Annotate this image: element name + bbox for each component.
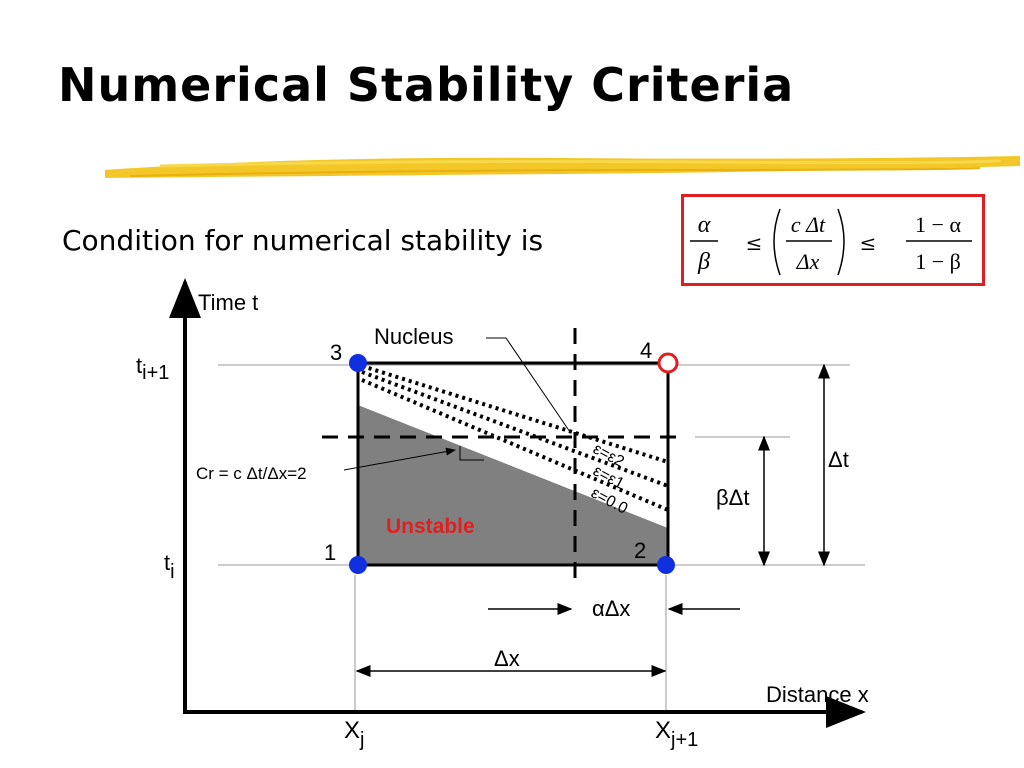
x-axis-label: Distance x: [766, 682, 869, 707]
x-j1-label: Xj+1: [655, 717, 698, 751]
eq-leq-1: ≤: [746, 231, 763, 255]
node-2-label: 2: [634, 538, 646, 563]
node-1-label: 1: [324, 540, 336, 565]
alpha-dx-label: αΔx: [592, 596, 630, 621]
stability-equation-box: α β ≤ c Δt Δx ≤ 1 − α 1 − β: [681, 194, 985, 286]
unstable-region: [358, 405, 668, 565]
courant-slope-mark: [459, 446, 484, 461]
node-4-label: 4: [640, 338, 652, 363]
stability-equation: α β ≤ c Δt Δx ≤ 1 − α 1 − β: [690, 208, 972, 276]
courant-label: Cr = c Δt/Δx=2: [196, 464, 307, 483]
epsilon2-line: [361, 364, 669, 464]
unstable-label: Unstable: [386, 515, 475, 538]
node-1-marker: [349, 556, 367, 574]
eq-leq-2: ≤: [860, 231, 877, 255]
epsilon1-line: [361, 370, 669, 488]
t-i-label: ti: [164, 550, 175, 583]
node-3-label: 3: [330, 340, 342, 365]
node-4-marker: [657, 352, 679, 374]
eq-one-minus-alpha: 1 − α: [915, 212, 961, 237]
eq-left-paren: [773, 208, 781, 276]
grid-cell-rectangle: [356, 361, 670, 567]
eq-alpha: α: [698, 212, 711, 238]
eq-c-dt: c Δt: [791, 212, 826, 237]
courant-leader: [343, 447, 456, 471]
eq-beta: β: [697, 249, 710, 275]
white-band: [358, 395, 668, 528]
node-3-marker: [349, 354, 367, 372]
nucleus-label: Nucleus: [374, 324, 453, 349]
beta-dt-label: βΔt: [716, 485, 749, 510]
node-2-marker: [657, 556, 675, 574]
dt-label: Δt: [828, 447, 849, 472]
x-j-label: Xj: [344, 717, 364, 751]
yellow-brush-stroke: [105, 156, 1020, 178]
t-i1-label: ti+1: [136, 353, 169, 384]
nucleus-leader: [486, 337, 571, 433]
subtitle: Condition for numerical stability is: [62, 224, 544, 257]
eq-one-minus-beta: 1 − β: [915, 249, 961, 274]
y-axis-label: Time t: [198, 290, 258, 315]
eq-dx: Δx: [796, 249, 820, 274]
page-title: Numerical Stability Criteria: [58, 58, 795, 112]
dx-label: Δx: [494, 646, 520, 671]
eq-right-paren: [837, 208, 845, 276]
